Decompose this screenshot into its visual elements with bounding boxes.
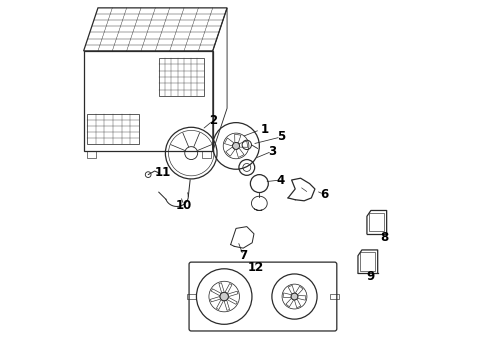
Text: 3: 3 [268, 145, 276, 158]
Bar [330, 294, 339, 300]
Text: 9: 9 [367, 270, 375, 283]
Text: 11: 11 [154, 166, 171, 179]
Text: 4: 4 [277, 174, 285, 186]
Bar [360, 252, 375, 271]
Text: 12: 12 [247, 261, 264, 274]
Circle shape [233, 143, 240, 149]
Text: 7: 7 [239, 249, 247, 262]
Circle shape [291, 293, 298, 300]
Circle shape [220, 292, 228, 301]
Text: 1: 1 [261, 123, 269, 136]
Text: 5: 5 [277, 130, 285, 144]
Text: 10: 10 [176, 199, 192, 212]
Text: 2: 2 [209, 114, 217, 127]
Bar [369, 213, 384, 231]
Bar [187, 294, 196, 300]
Text: 8: 8 [381, 231, 389, 244]
Text: 6: 6 [320, 188, 328, 201]
